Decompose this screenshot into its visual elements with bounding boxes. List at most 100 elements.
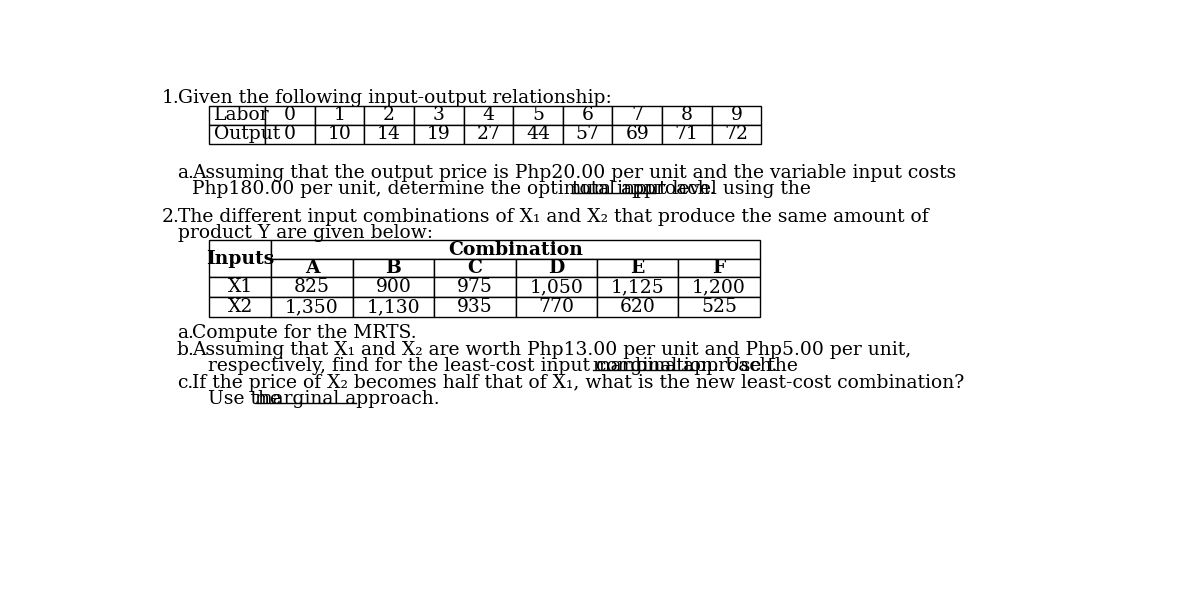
Bar: [434, 259, 515, 278]
Text: respectively, find for the least-cost input combination. Use the: respectively, find for the least-cost in…: [208, 357, 804, 375]
Text: 1,125: 1,125: [611, 278, 665, 296]
Bar: [315, 125, 364, 144]
Text: 72: 72: [724, 126, 749, 143]
Bar: [265, 106, 315, 125]
Bar: [364, 125, 414, 144]
Text: product Y are given below:: product Y are given below:: [178, 224, 434, 242]
Text: 0: 0: [284, 106, 296, 124]
Text: 19: 19: [427, 126, 450, 143]
Text: If the price of X₂ becomes half that of X₁, what is the new least-cost combinati: If the price of X₂ becomes half that of …: [192, 375, 964, 392]
Text: 44: 44: [526, 126, 549, 143]
Text: Labor: Labor: [215, 106, 270, 124]
Text: a.: a.: [177, 164, 193, 182]
Text: marginal approach.: marginal approach.: [593, 357, 778, 375]
Text: 71: 71: [674, 126, 699, 143]
Text: Inputs: Inputs: [206, 249, 275, 268]
Text: 7: 7: [631, 106, 644, 124]
Text: E: E: [631, 259, 645, 277]
Bar: [271, 259, 353, 278]
Bar: [597, 259, 678, 278]
Text: c.: c.: [177, 375, 193, 392]
Text: 3: 3: [433, 106, 444, 124]
Bar: [364, 106, 414, 125]
Text: 2.: 2.: [162, 208, 179, 226]
Text: 1,130: 1,130: [367, 298, 420, 316]
Bar: [463, 106, 513, 125]
Text: 620: 620: [620, 298, 656, 316]
Text: Php180.00 per unit, determine the optimum input level using the: Php180.00 per unit, determine the optimu…: [192, 180, 817, 198]
Bar: [271, 278, 353, 297]
Bar: [315, 106, 364, 125]
Text: 4: 4: [482, 106, 494, 124]
Bar: [515, 278, 597, 297]
Text: 14: 14: [377, 126, 401, 143]
Text: 1,200: 1,200: [692, 278, 746, 296]
Text: 1,050: 1,050: [529, 278, 584, 296]
Text: 5: 5: [532, 106, 544, 124]
Text: 27: 27: [476, 126, 500, 143]
Text: Output: Output: [215, 126, 281, 143]
Bar: [271, 297, 353, 317]
Text: total approach.: total approach.: [572, 180, 716, 198]
Text: 975: 975: [457, 278, 493, 296]
Text: 0: 0: [284, 126, 296, 143]
Bar: [353, 259, 434, 278]
Bar: [210, 278, 271, 297]
Text: Combination: Combination: [448, 240, 582, 259]
Text: 69: 69: [625, 126, 650, 143]
Text: Given the following input-output relationship:: Given the following input-output relatio…: [178, 88, 612, 107]
Text: 6: 6: [581, 106, 593, 124]
Bar: [414, 106, 463, 125]
Text: 9: 9: [731, 106, 743, 124]
Bar: [661, 106, 712, 125]
Text: 935: 935: [457, 298, 493, 316]
Text: 1.: 1.: [162, 88, 179, 107]
Text: 525: 525: [702, 298, 737, 316]
Bar: [612, 106, 661, 125]
Text: Assuming that the output price is Php20.00 per unit and the variable input costs: Assuming that the output price is Php20.…: [192, 164, 956, 182]
Text: A: A: [305, 259, 320, 277]
Bar: [353, 278, 434, 297]
Text: D: D: [548, 259, 565, 277]
Text: 825: 825: [294, 278, 330, 296]
Bar: [353, 297, 434, 317]
Text: B: B: [386, 259, 401, 277]
Bar: [434, 297, 515, 317]
Text: X1: X1: [228, 278, 253, 296]
Text: Compute for the MRTS.: Compute for the MRTS.: [192, 325, 417, 342]
Bar: [612, 125, 661, 144]
Bar: [678, 259, 759, 278]
Bar: [513, 125, 562, 144]
Bar: [597, 297, 678, 317]
Bar: [562, 106, 612, 125]
Text: a.: a.: [177, 325, 193, 342]
Text: C: C: [467, 259, 482, 277]
Bar: [678, 297, 759, 317]
Bar: [678, 278, 759, 297]
Bar: [210, 240, 271, 278]
Text: 10: 10: [328, 126, 351, 143]
Text: marginal approach.: marginal approach.: [256, 390, 440, 409]
Bar: [712, 106, 762, 125]
Text: 8: 8: [680, 106, 693, 124]
Text: 2: 2: [383, 106, 395, 124]
Text: Use the: Use the: [208, 390, 286, 409]
Text: 57: 57: [575, 126, 600, 143]
Bar: [463, 125, 513, 144]
Bar: [265, 125, 315, 144]
Bar: [515, 259, 597, 278]
Text: Assuming that X₁ and X₂ are worth Php13.00 per unit and Php5.00 per unit,: Assuming that X₁ and X₂ are worth Php13.…: [192, 341, 911, 359]
Bar: [661, 125, 712, 144]
Text: 1,350: 1,350: [285, 298, 338, 316]
Text: 770: 770: [538, 298, 574, 316]
Text: F: F: [712, 259, 725, 277]
Bar: [210, 297, 271, 317]
Text: The different input combinations of X₁ and X₂ that produce the same amount of: The different input combinations of X₁ a…: [178, 208, 929, 226]
Bar: [513, 106, 562, 125]
Text: b.: b.: [177, 341, 195, 359]
Bar: [712, 125, 762, 144]
Text: 1: 1: [334, 106, 345, 124]
Bar: [210, 106, 265, 125]
Bar: [515, 297, 597, 317]
Text: X2: X2: [228, 298, 253, 316]
